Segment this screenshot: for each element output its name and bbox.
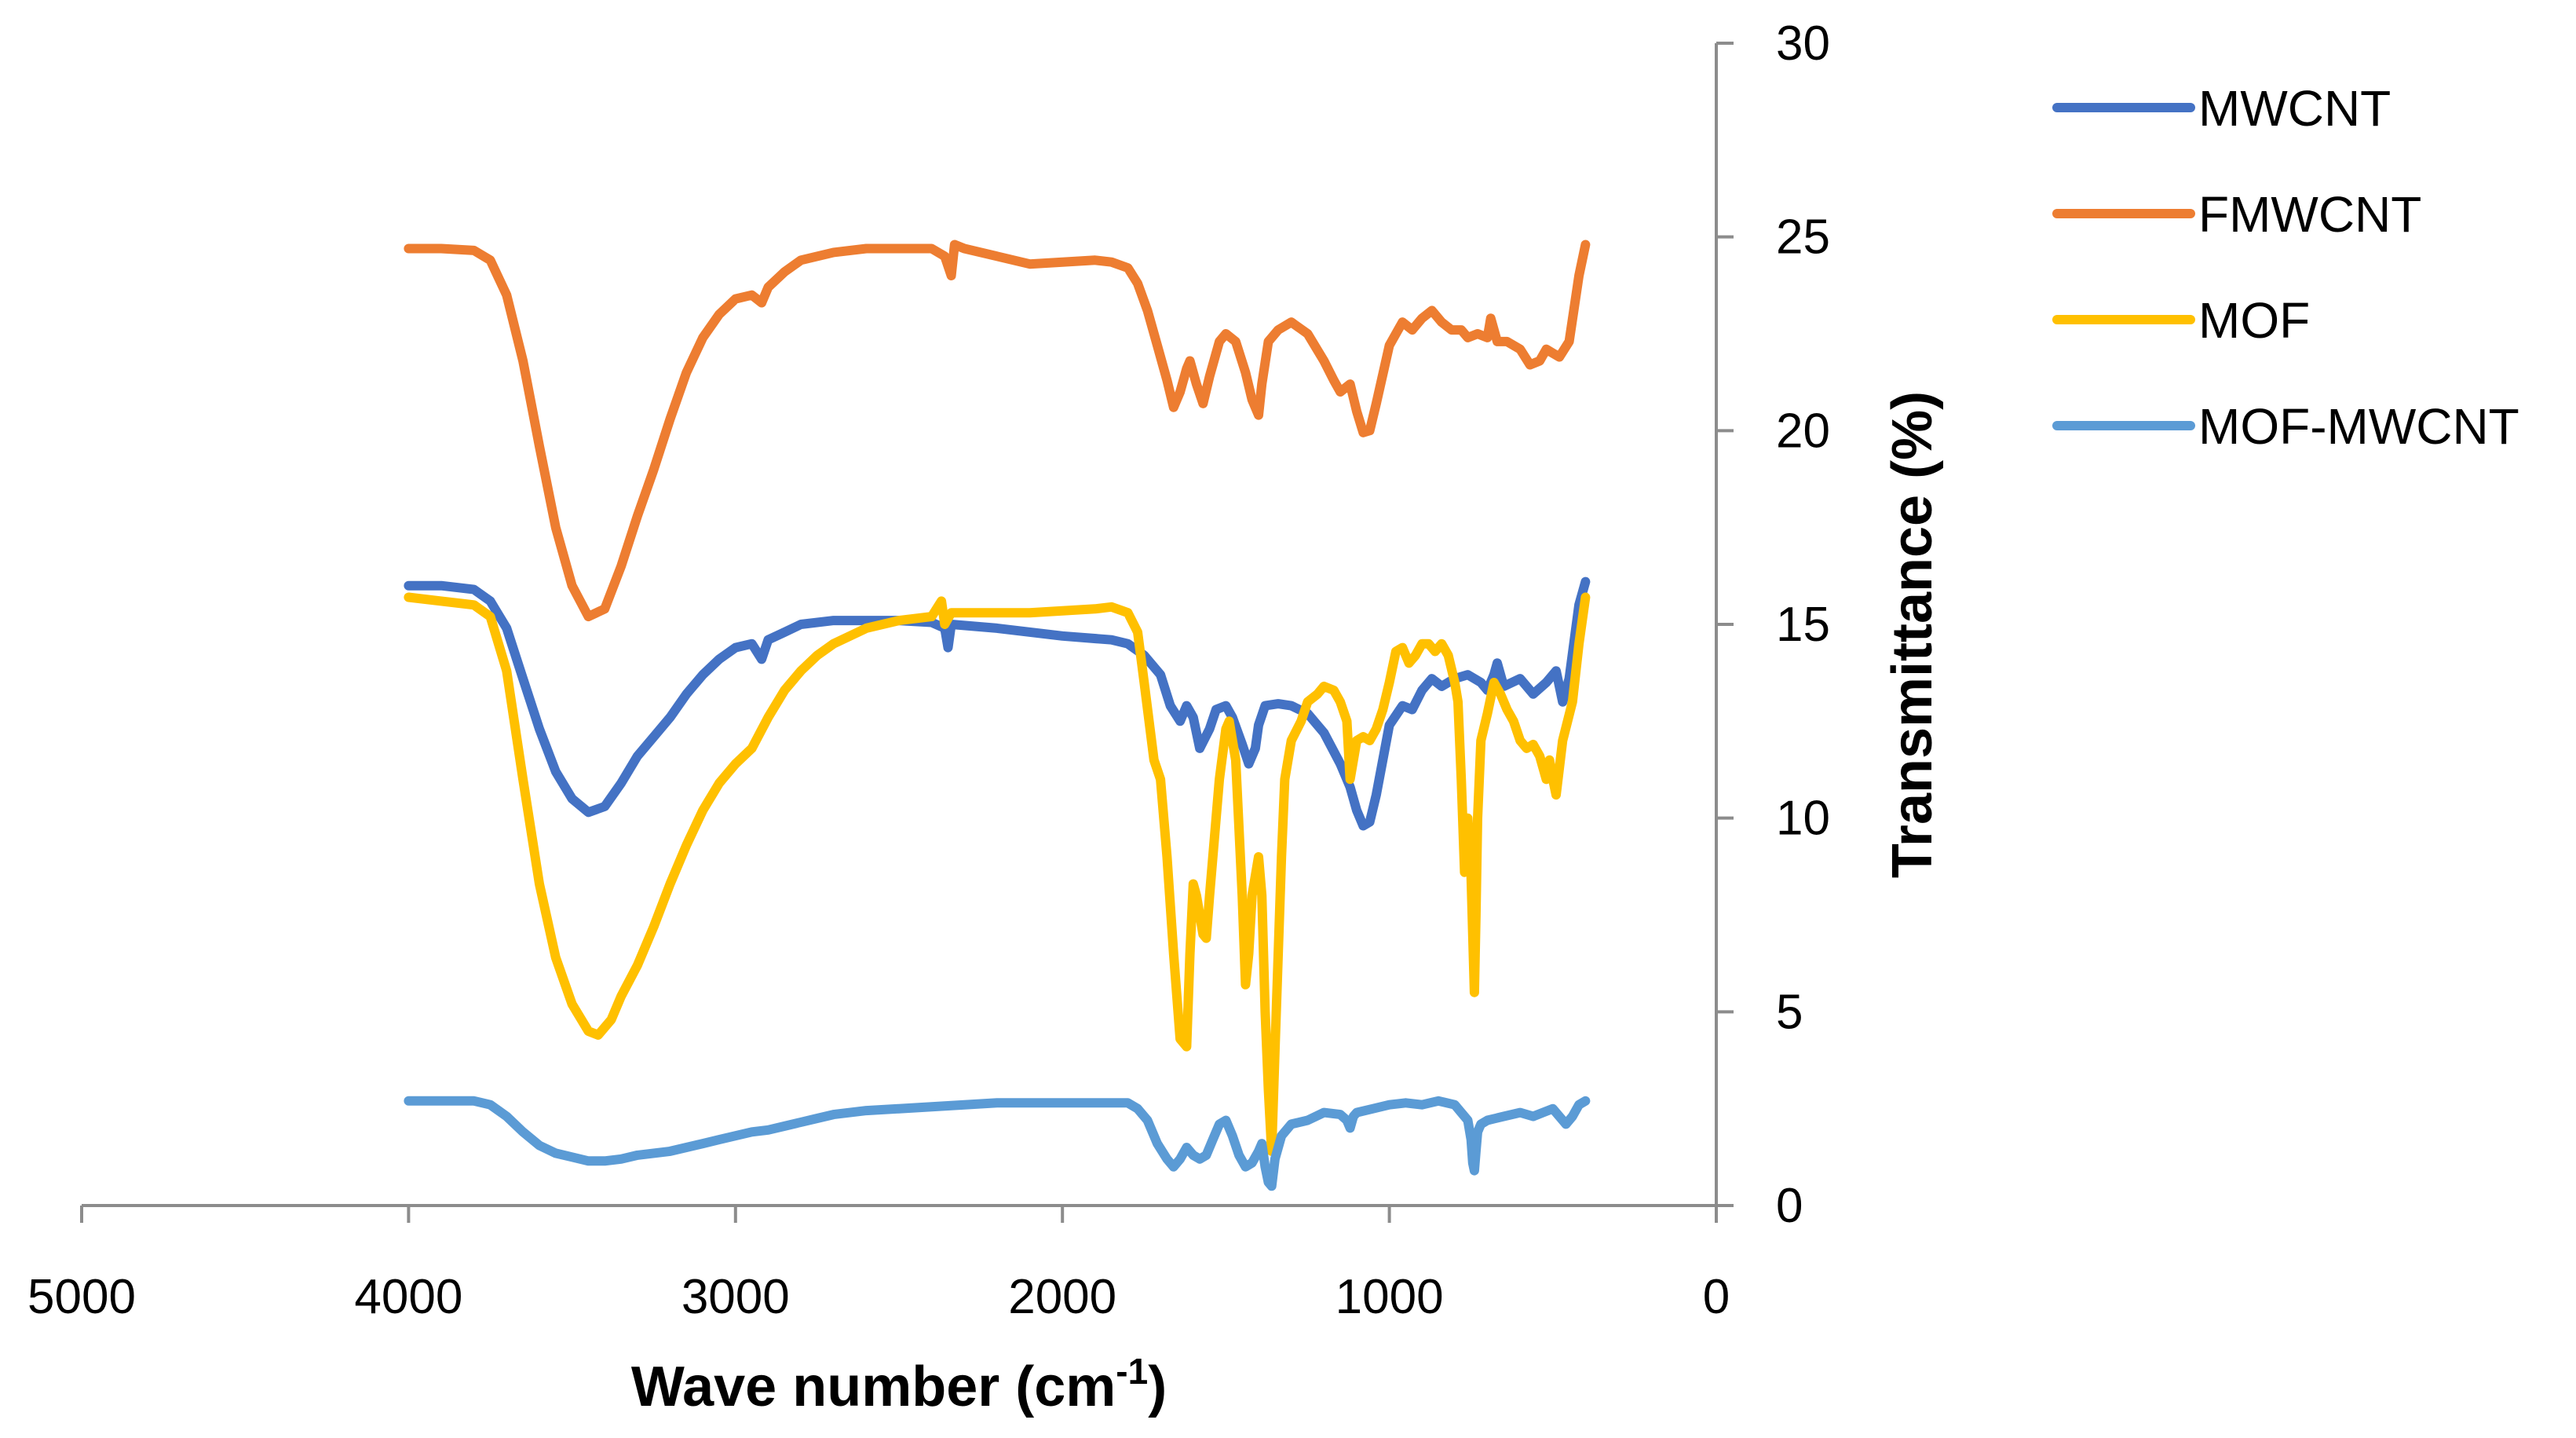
x-axis: 5000 4000 3000 2000 1000 0 — [27, 1204, 1730, 1324]
legend-label: MOF-MWCNT — [2198, 398, 2519, 455]
y-axis: 0 5 10 15 20 25 30 — [1715, 16, 1830, 1233]
x-axis-title-main: Wave number (cm — [631, 1356, 1116, 1418]
y-tick-marks — [1716, 42, 1734, 1207]
y-tick-label: 20 — [1776, 404, 1830, 458]
x-tick-label: 0 — [1703, 1270, 1730, 1324]
x-tick-labels: 5000 4000 3000 2000 1000 0 — [27, 1270, 1730, 1324]
series-line-fmwcnt — [404, 240, 1591, 622]
y-tick-label: 30 — [1776, 16, 1830, 71]
series-line-mwcnt — [404, 576, 1591, 831]
y-tick-labels: 0 5 10 15 20 25 30 — [1776, 16, 1830, 1233]
x-tick-label: 1000 — [1336, 1270, 1444, 1324]
y-axis-title: Transmittance (%) — [1881, 391, 1944, 878]
y-tick-label: 10 — [1776, 792, 1830, 846]
y-tick-label: 15 — [1776, 598, 1830, 652]
x-axis-title: Wave number (cm-1) — [631, 1351, 1167, 1418]
series-group — [404, 240, 1591, 1191]
series-line-mof-mwcnt — [404, 1096, 1591, 1191]
y-tick-label: 0 — [1776, 1179, 1803, 1233]
x-tick-label: 2000 — [1008, 1270, 1116, 1324]
x-tick-label: 3000 — [681, 1270, 790, 1324]
x-axis-title-superscript: -1 — [1116, 1351, 1148, 1392]
x-axis-title-tail: ) — [1148, 1356, 1167, 1418]
x-tick-marks — [80, 1206, 1718, 1223]
y-tick-label: 25 — [1776, 210, 1830, 265]
legend-label: MOF — [2198, 292, 2310, 349]
legend-label: FMWCNT — [2198, 186, 2421, 243]
x-tick-label: 4000 — [354, 1270, 462, 1324]
legend-label: MWCNT — [2198, 80, 2391, 137]
x-tick-label: 5000 — [27, 1270, 136, 1324]
legend: MWCNT FMWCNT MOF MOF-MWCNT — [2052, 80, 2519, 455]
y-tick-label: 5 — [1776, 985, 1803, 1039]
series-line-mof — [404, 592, 1591, 1156]
